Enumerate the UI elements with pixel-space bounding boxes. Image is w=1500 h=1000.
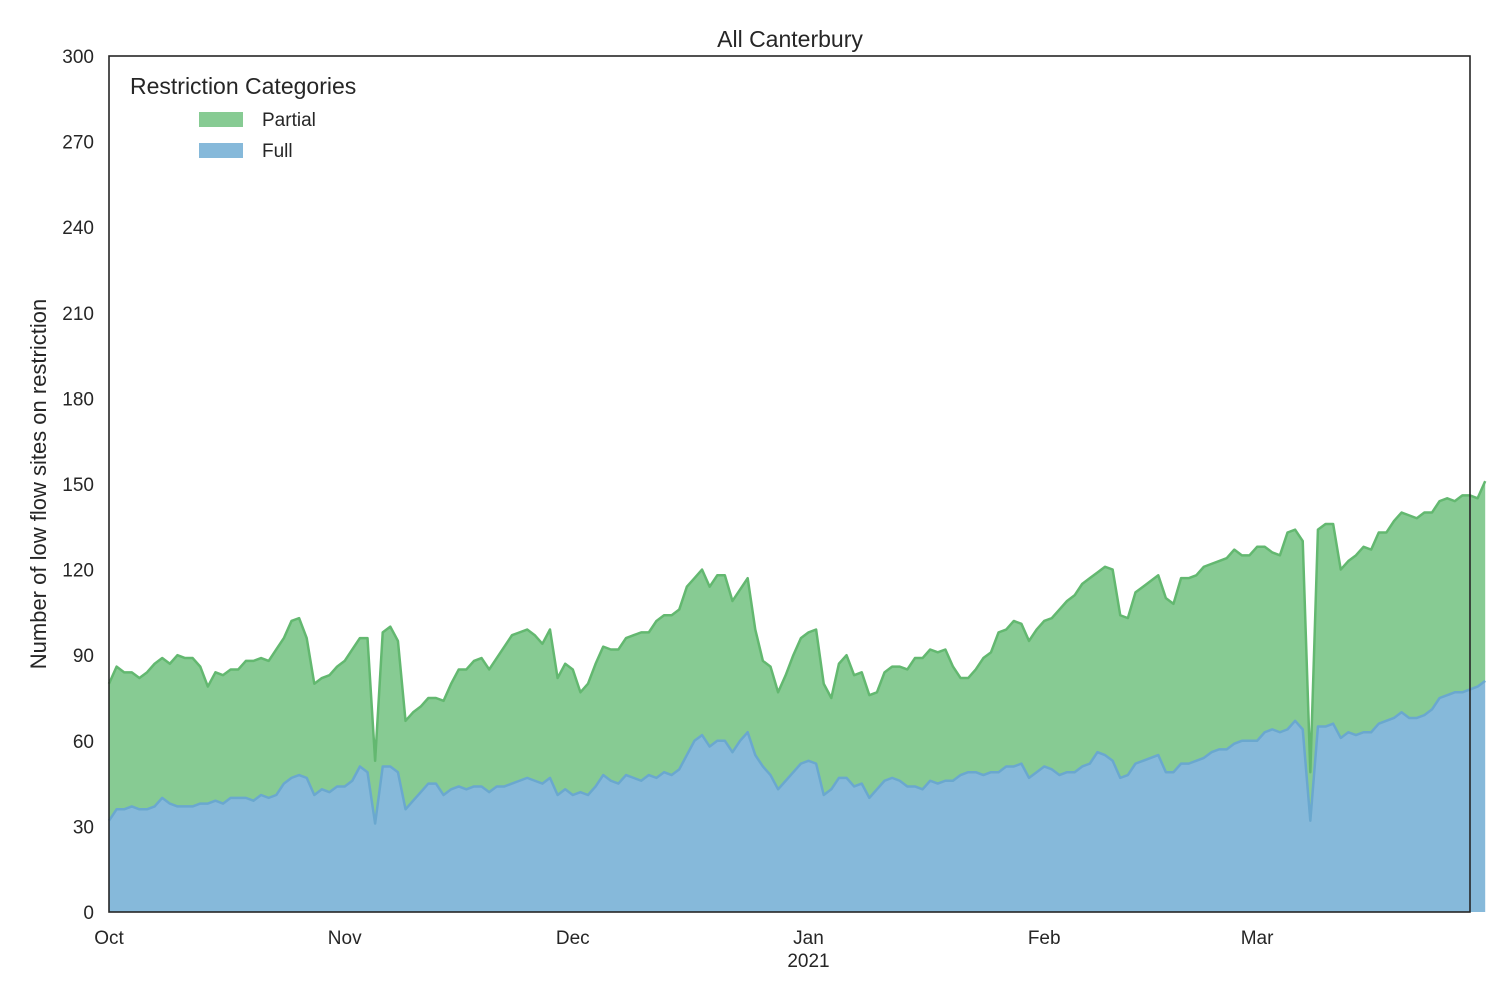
y-axis-ticks: 0 30 60 90 120 150 180 210 240 270 300: [62, 47, 94, 924]
legend-label-full: Full: [262, 141, 293, 162]
legend-label-partial: Partial: [262, 110, 316, 131]
y-tick-label: 180: [62, 389, 94, 410]
y-tick-label: 30: [73, 817, 94, 838]
y-tick-label: 300: [62, 47, 94, 68]
x-tick-label: Mar: [1241, 928, 1274, 949]
area-layer: [109, 481, 1486, 912]
legend: Restriction Categories Partial Full: [130, 73, 356, 162]
legend-swatch-full: [199, 143, 243, 158]
x-tick-label: Oct: [94, 928, 124, 949]
y-tick-label: 270: [62, 133, 94, 154]
y-tick-label: 90: [73, 646, 94, 667]
y-tick-label: 60: [73, 732, 94, 753]
line-layer: [107, 480, 1487, 825]
y-tick-label: 0: [83, 903, 94, 924]
y-tick-label: 150: [62, 475, 94, 496]
series-line-partial: [107, 480, 1487, 774]
x-tick-label: Jan: [793, 928, 824, 949]
x-tick-label: Dec: [556, 928, 590, 949]
series-line-full: [107, 679, 1486, 825]
y-axis-label: Number of low flow sites on restriction: [26, 299, 51, 669]
y-tick-label: 240: [62, 218, 94, 239]
x-tick-label: Feb: [1028, 928, 1061, 949]
legend-swatch-partial: [199, 112, 243, 127]
area-full: [109, 680, 1486, 912]
y-tick-label: 120: [62, 561, 94, 582]
plot-frame: [108, 55, 1471, 913]
legend-title: Restriction Categories: [130, 73, 356, 99]
chart-title: All Canterbury: [717, 26, 863, 52]
y-tick-label: 210: [62, 304, 94, 325]
area-partial: [109, 481, 1486, 824]
x-tick-sublabel: 2021: [787, 951, 829, 972]
x-tick-label: Nov: [328, 928, 362, 949]
